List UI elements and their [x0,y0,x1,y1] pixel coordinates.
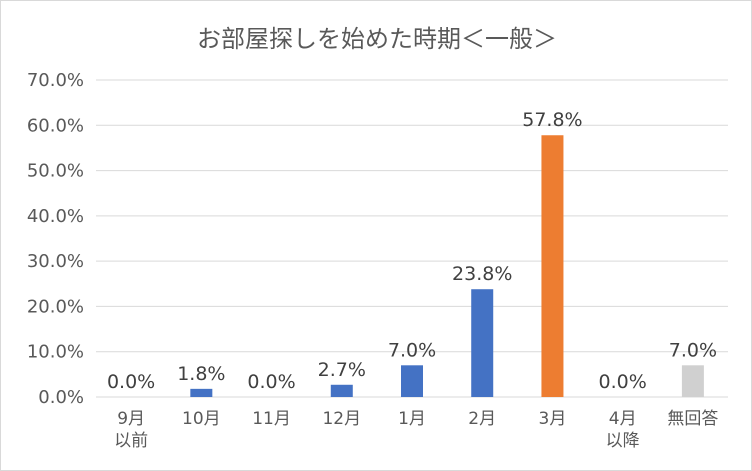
y-tick-label: 10.0% [27,342,84,363]
bar [541,135,564,397]
bar [330,384,353,397]
y-tick-label: 40.0% [27,206,84,227]
data-label: 0.0% [247,371,295,393]
y-tick-label: 70.0% [27,70,84,91]
data-label: 1.8% [177,363,225,385]
bar [681,365,704,397]
x-tick-label: 1月 [398,409,426,429]
y-tick-label: 50.0% [27,161,84,182]
x-tick-label: 4月 [609,409,637,429]
data-label: 7.0% [388,339,436,361]
data-label: 57.8% [522,109,582,131]
x-tick-label: 3月 [539,409,567,429]
x-tick-label: 10月 [182,409,221,429]
bar [190,388,213,397]
data-label: 7.0% [669,339,717,361]
y-tick-label: 60.0% [27,115,84,136]
data-label: 0.0% [599,371,647,393]
data-label: 0.0% [107,371,155,393]
chart-title: お部屋探しを始めた時期＜一般＞ [197,25,557,53]
x-tick-label: 以降 [606,431,640,451]
x-tick-label: 以前 [114,431,148,451]
x-tick-label: 11月 [252,409,291,429]
bar [471,289,494,397]
y-tick-label: 20.0% [27,296,84,317]
x-tick-label: 9月 [117,409,145,429]
data-label: 23.8% [452,263,512,285]
y-tick-label: 0.0% [38,387,84,408]
x-tick-label: 12月 [322,409,361,429]
x-tick-label: 2月 [468,409,496,429]
x-tick-label: 無回答 [667,409,718,429]
bar [401,365,423,397]
y-tick-label: 30.0% [27,251,84,272]
data-label: 2.7% [318,359,366,381]
